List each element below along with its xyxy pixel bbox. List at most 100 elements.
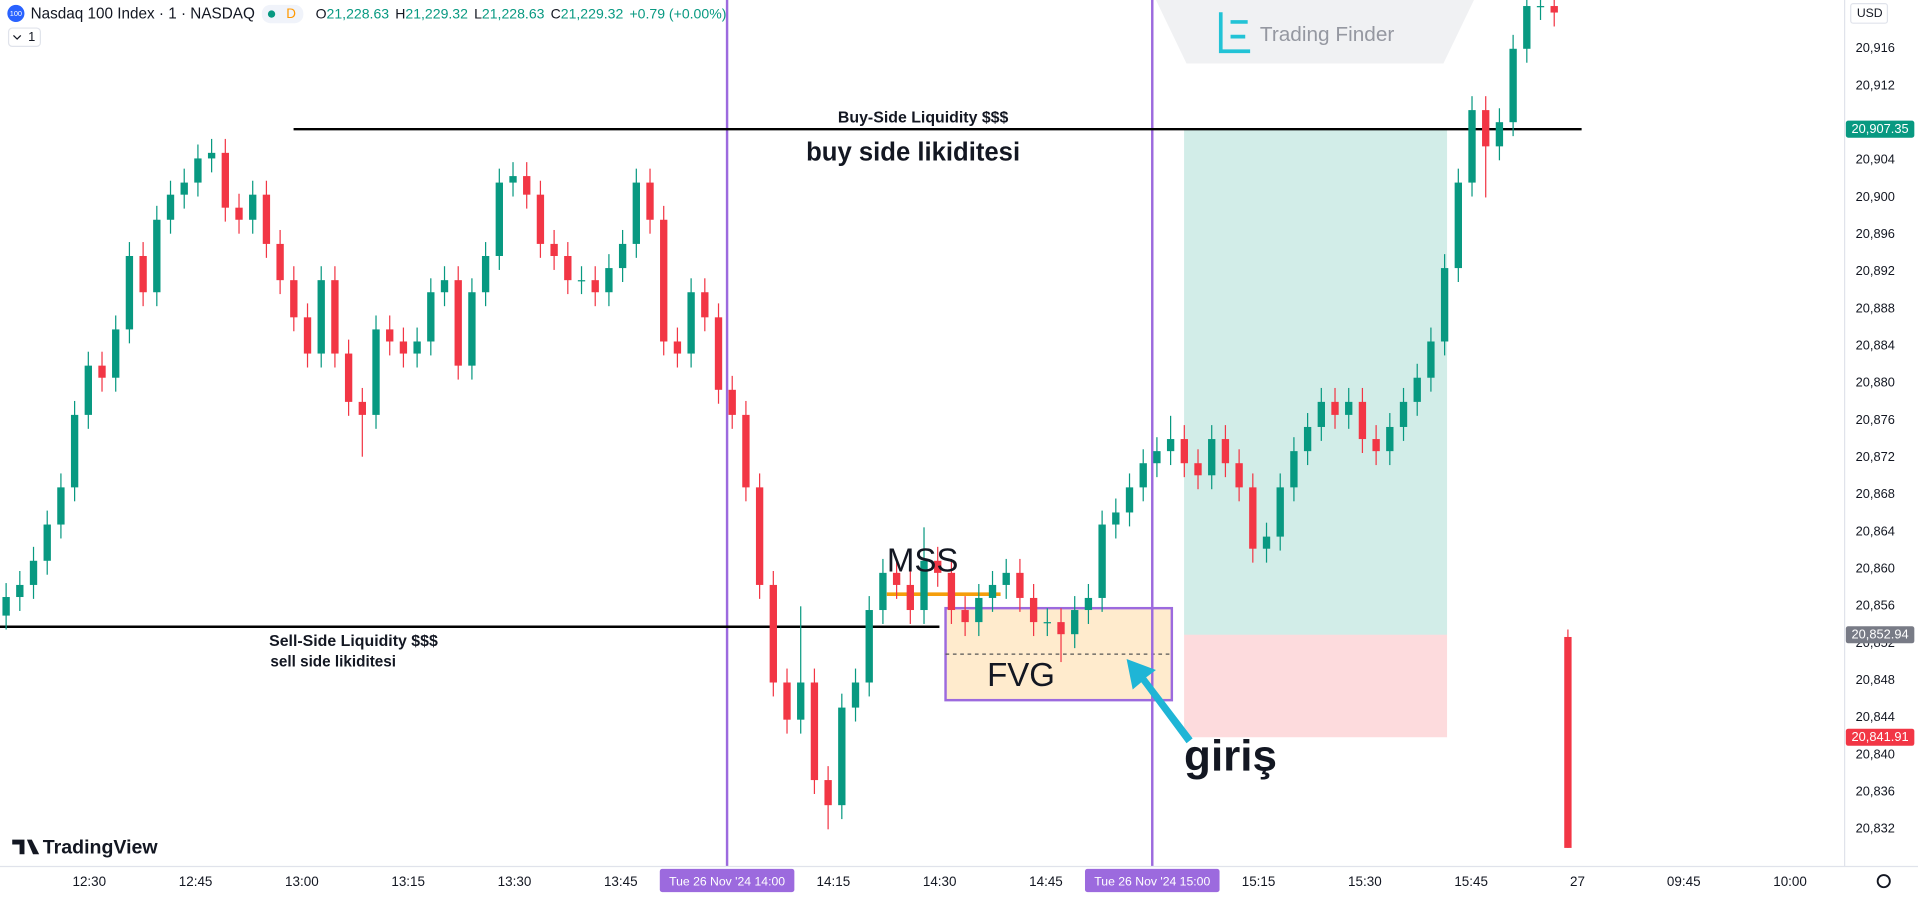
candle-body xyxy=(1564,636,1572,848)
candle-body xyxy=(810,682,819,781)
x-tick-label: 13:15 xyxy=(391,874,425,889)
candle-body xyxy=(1071,610,1079,635)
y-tick-label: 20,880 xyxy=(1856,375,1895,390)
symbol-title: Nasdaq 100 Index · 1 · NASDAQ xyxy=(31,6,255,23)
candle-body xyxy=(1495,122,1504,147)
candle-body xyxy=(84,365,92,415)
x-tick-label: 15:30 xyxy=(1348,874,1382,889)
y-tick-label: 20,876 xyxy=(1856,412,1895,427)
candle-body xyxy=(57,487,65,525)
candle-body xyxy=(1523,6,1531,49)
ohlc-value: 21,229.32 xyxy=(561,5,624,21)
currency-box[interactable] xyxy=(1850,3,1889,24)
candle-body xyxy=(577,280,586,282)
candle-body xyxy=(98,365,106,378)
candle-body xyxy=(1358,401,1367,440)
candle-body xyxy=(125,255,134,330)
candle-body xyxy=(454,280,462,366)
y-tick-label: 20,832 xyxy=(1856,821,1895,836)
candle-body xyxy=(728,389,736,415)
candle-body xyxy=(1386,426,1394,452)
candle-body xyxy=(372,329,380,415)
brand-panel xyxy=(1155,0,1474,64)
candle-body xyxy=(591,280,599,293)
stop-loss-zone xyxy=(1184,634,1448,738)
y-tick-label: 20,848 xyxy=(1856,672,1895,687)
candle-body xyxy=(523,176,531,195)
price-tag-label: 20,907.35 xyxy=(1852,121,1909,136)
candle-body xyxy=(1166,439,1175,452)
candle-body xyxy=(1016,572,1024,598)
candle-body xyxy=(139,255,147,293)
candle-body xyxy=(1276,487,1284,537)
x-tick-label: 27 xyxy=(1570,874,1585,889)
candle-body xyxy=(509,176,517,183)
plot-area xyxy=(0,0,1582,867)
candle-body xyxy=(112,329,120,378)
tv-logo xyxy=(12,839,40,855)
x-tick-label: 14:45 xyxy=(1029,874,1063,889)
candle-body xyxy=(1440,268,1449,342)
symbol-logo-text: 100 xyxy=(10,9,22,18)
candle-body xyxy=(618,243,627,269)
interval-chevron[interactable] xyxy=(13,34,22,40)
candle-body xyxy=(1084,597,1093,611)
candle-body xyxy=(824,780,832,806)
candle-body xyxy=(1536,6,1545,8)
annotation: giriş xyxy=(1184,732,1277,781)
currency[interactable]: USD xyxy=(1857,6,1883,20)
y-tick-label: 20,884 xyxy=(1856,338,1895,353)
candle-body xyxy=(1372,439,1380,452)
candle-body xyxy=(920,560,928,611)
candle-body xyxy=(714,317,723,390)
candle-body xyxy=(742,414,750,488)
candle-body xyxy=(988,584,997,598)
candle-body xyxy=(564,255,572,281)
status-pill xyxy=(261,4,304,24)
candle-body xyxy=(1125,487,1134,513)
candle-body xyxy=(194,158,202,183)
candle-body xyxy=(1208,439,1216,476)
status-dot xyxy=(267,10,276,18)
candle-body xyxy=(646,182,654,220)
annotation: Buy-Side Liquidity $$$ xyxy=(838,110,1009,127)
settings-icon[interactable] xyxy=(1876,874,1891,889)
candle-body xyxy=(536,194,545,244)
candle-body xyxy=(906,584,914,611)
x-tick-label: 13:30 xyxy=(498,874,532,889)
candle-body xyxy=(550,243,558,256)
candle-body xyxy=(70,414,79,488)
candle-body xyxy=(153,219,161,293)
interval[interactable]: 1 xyxy=(28,29,35,44)
ohlc-value: 21,229.32 xyxy=(405,5,468,21)
candle-body xyxy=(975,597,983,623)
candle-body xyxy=(892,572,901,585)
candle-body xyxy=(1029,597,1038,623)
candle-body xyxy=(2,597,10,616)
candle-body xyxy=(207,152,216,159)
candle-body xyxy=(851,682,860,708)
y-tick-label: 20,844 xyxy=(1856,709,1895,724)
candle-body xyxy=(249,194,257,220)
candle-body xyxy=(1112,512,1120,525)
candle-body xyxy=(1331,401,1339,415)
interval-box[interactable] xyxy=(7,27,41,47)
candle-body xyxy=(1303,426,1312,452)
annotation: Sell-Side Liquidity $$$ xyxy=(269,633,438,650)
candle-body xyxy=(961,610,969,623)
status-badge: D xyxy=(286,6,296,21)
candle-body xyxy=(838,707,846,806)
candle-body xyxy=(1317,401,1325,427)
y-tick-label: 20,856 xyxy=(1856,598,1895,613)
candle-body xyxy=(934,560,942,573)
price-tag xyxy=(1845,120,1915,138)
candle-body xyxy=(769,584,777,683)
x-tick-label: 10:00 xyxy=(1773,874,1807,889)
x-tick-label: 14:30 xyxy=(923,874,957,889)
candle-body xyxy=(755,487,764,585)
candle-body xyxy=(386,329,394,342)
candle-body xyxy=(16,584,24,598)
candle-body xyxy=(331,280,339,354)
